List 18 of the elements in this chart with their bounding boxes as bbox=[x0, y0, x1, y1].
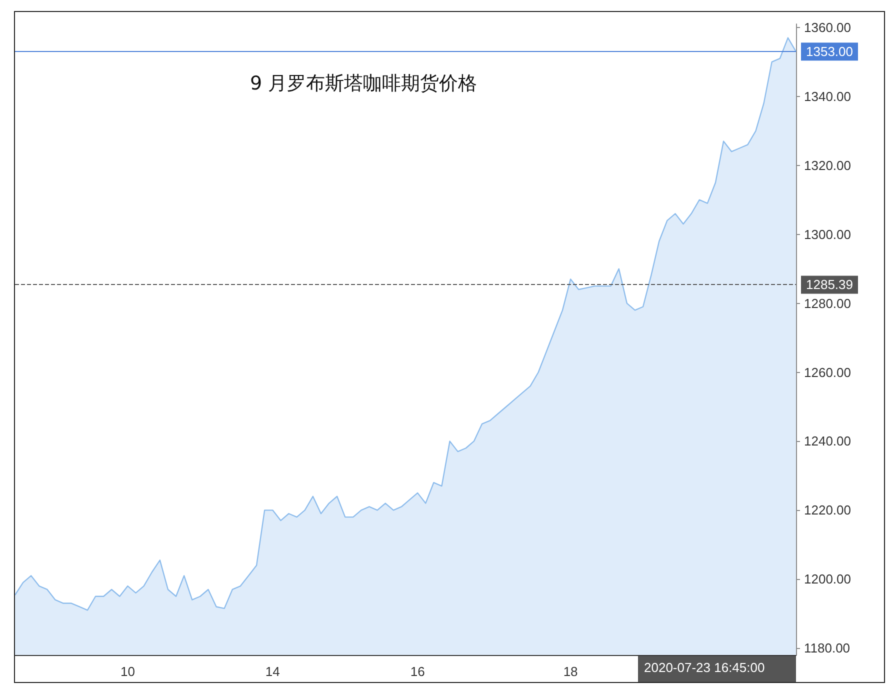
x-tick-label: 14 bbox=[265, 664, 280, 679]
text: 2020-07-23 16:45:00 bbox=[644, 660, 765, 675]
y-tick-label: 1180.00 bbox=[804, 640, 850, 656]
x-tick-label: 10 bbox=[120, 664, 135, 679]
y-tick-label: 1300.00 bbox=[804, 226, 851, 242]
y-tick-label: 1200.00 bbox=[804, 572, 851, 587]
ref-line-label: 1285.39 bbox=[806, 277, 853, 292]
y-tick-label: 1260.00 bbox=[804, 364, 851, 380]
text: 9 月罗布斯塔咖啡期货价格 bbox=[250, 72, 478, 94]
x-tick-label: 16 bbox=[410, 664, 425, 679]
y-tick-label: 1240.00 bbox=[804, 434, 851, 449]
y-tick-label: 1320.00 bbox=[804, 158, 851, 173]
ref-line-label: 1353.00 bbox=[806, 44, 853, 60]
y-tick-label: 1280.00 bbox=[804, 296, 851, 311]
y-tick-label: 1340.00 bbox=[804, 88, 851, 104]
y-tick-label: 1220.00 bbox=[804, 502, 851, 518]
x-tick-label: 18 bbox=[563, 664, 578, 679]
y-tick-label: 1360.00 bbox=[804, 20, 851, 35]
